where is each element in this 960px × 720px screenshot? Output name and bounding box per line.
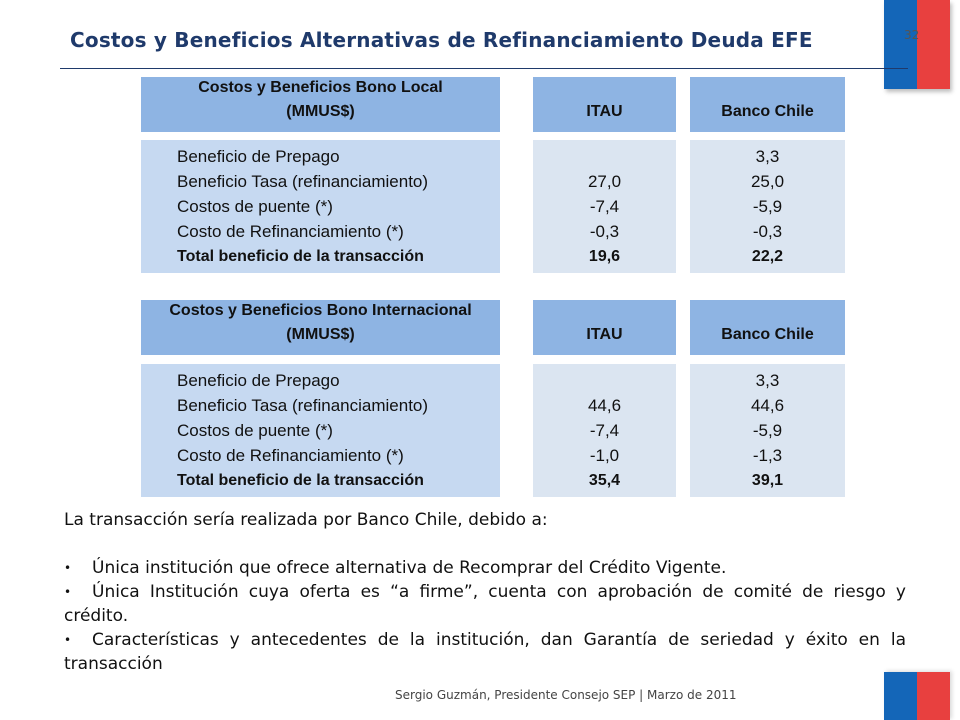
column-header-banco-chile: Banco Chile bbox=[721, 326, 814, 343]
cell-itau bbox=[533, 369, 676, 393]
table-title: Costos y Beneficios Bono Internacional bbox=[169, 302, 472, 319]
rationale-intro: La transacción sería realizada por Banco… bbox=[64, 510, 548, 530]
row-label: Costo de Refinanciamiento (*) bbox=[177, 446, 404, 465]
row-label: Costos de puente (*) bbox=[177, 421, 333, 440]
cell-banco-chile: 3,3 bbox=[755, 371, 780, 390]
cell-itau-total: 19,6 bbox=[588, 248, 621, 265]
cell-banco-chile: 44,6 bbox=[750, 396, 785, 415]
table-label-column: Beneficio de Prepago Beneficio Tasa (ref… bbox=[141, 140, 500, 273]
row-label-total: Total beneficio de la transacción bbox=[177, 472, 424, 489]
row-label: Beneficio de Prepago bbox=[177, 147, 340, 166]
table-header-itau: ITAU bbox=[533, 300, 676, 355]
cell-itau: -0,3 bbox=[589, 222, 620, 241]
flag-decoration-top bbox=[884, 0, 950, 89]
cell-banco-chile: 3,3 bbox=[755, 147, 780, 166]
table-itau-column: 44,6 -7,4 -1,0 35,4 bbox=[533, 364, 676, 497]
cell-banco-chile: -0,3 bbox=[752, 222, 783, 241]
cell-itau: -7,4 bbox=[589, 197, 620, 216]
table-header-label: Costos y Beneficios Bono Internacional (… bbox=[141, 300, 500, 355]
cell-itau: 44,6 bbox=[587, 396, 622, 415]
row-label: Beneficio Tasa (refinanciamiento) bbox=[177, 172, 429, 191]
table-header-banco-chile: Banco Chile bbox=[690, 300, 845, 355]
rationale-text: La transacción sería realizada por Banco… bbox=[64, 508, 906, 676]
bullet-icon: • bbox=[64, 561, 72, 575]
bullet-item: • Única institución que ofrece alternativ… bbox=[64, 556, 906, 580]
table-unit: (MMUS$) bbox=[286, 103, 355, 120]
slide-title: Costos y Beneficios Alternativas de Refi… bbox=[70, 28, 813, 52]
table-banco-chile-column: 3,3 44,6 -5,9 -1,3 39,1 bbox=[690, 364, 845, 497]
footer-credit: Sergio Guzmán, Presidente Consejo SEP | … bbox=[395, 688, 737, 702]
table-title: Costos y Beneficios Bono Local bbox=[198, 79, 443, 96]
cell-banco-chile: -5,9 bbox=[752, 197, 783, 216]
bullet-item: • Única Institución cuya oferta es “a fir… bbox=[64, 580, 906, 628]
row-label: Costo de Refinanciamiento (*) bbox=[177, 222, 404, 241]
row-label: Beneficio Tasa (refinanciamiento) bbox=[177, 396, 429, 415]
table-unit: (MMUS$) bbox=[286, 326, 355, 343]
cell-itau bbox=[533, 145, 676, 169]
row-label: Beneficio de Prepago bbox=[177, 371, 340, 390]
bullet-icon: • bbox=[64, 633, 72, 647]
table-itau-column: 27,0 -7,4 -0,3 19,6 bbox=[533, 140, 676, 273]
column-header-itau: ITAU bbox=[586, 103, 623, 120]
bullet-text: Única Institución cuya oferta es “a firm… bbox=[64, 582, 906, 626]
flag-red-stripe bbox=[917, 672, 950, 720]
table-label-column: Beneficio de Prepago Beneficio Tasa (ref… bbox=[141, 364, 500, 497]
bullet-icon: • bbox=[64, 585, 72, 599]
bullet-text: Única institución que ofrece alternativa… bbox=[92, 558, 727, 578]
title-divider bbox=[60, 68, 908, 69]
cell-itau: -1,0 bbox=[589, 446, 620, 465]
flag-red-stripe bbox=[917, 0, 950, 89]
cell-banco-chile-total: 39,1 bbox=[751, 472, 784, 489]
flag-decoration-bottom bbox=[884, 672, 950, 720]
column-header-banco-chile: Banco Chile bbox=[721, 103, 814, 120]
cell-banco-chile-total: 22,2 bbox=[751, 248, 784, 265]
table-header-banco-chile: Banco Chile bbox=[690, 77, 845, 132]
flag-blue-stripe bbox=[884, 0, 917, 89]
flag-blue-stripe bbox=[884, 672, 917, 720]
cell-banco-chile: 25,0 bbox=[750, 172, 785, 191]
cell-itau-total: 35,4 bbox=[588, 472, 621, 489]
bullet-text: Características y antecedentes de la ins… bbox=[64, 630, 906, 674]
slide-number: 32 bbox=[904, 28, 920, 42]
cell-banco-chile: -5,9 bbox=[752, 421, 783, 440]
cell-itau: 27,0 bbox=[587, 172, 622, 191]
row-label: Costos de puente (*) bbox=[177, 197, 333, 216]
column-header-itau: ITAU bbox=[586, 326, 623, 343]
bullet-item: • Características y antecedentes de la in… bbox=[64, 628, 906, 676]
cell-banco-chile: -1,3 bbox=[752, 446, 783, 465]
row-label-total: Total beneficio de la transacción bbox=[177, 248, 424, 265]
cell-itau: -7,4 bbox=[589, 421, 620, 440]
table-header-itau: ITAU bbox=[533, 77, 676, 132]
table-header-label: Costos y Beneficios Bono Local (MMUS$) bbox=[141, 77, 500, 132]
table-banco-chile-column: 3,3 25,0 -5,9 -0,3 22,2 bbox=[690, 140, 845, 273]
